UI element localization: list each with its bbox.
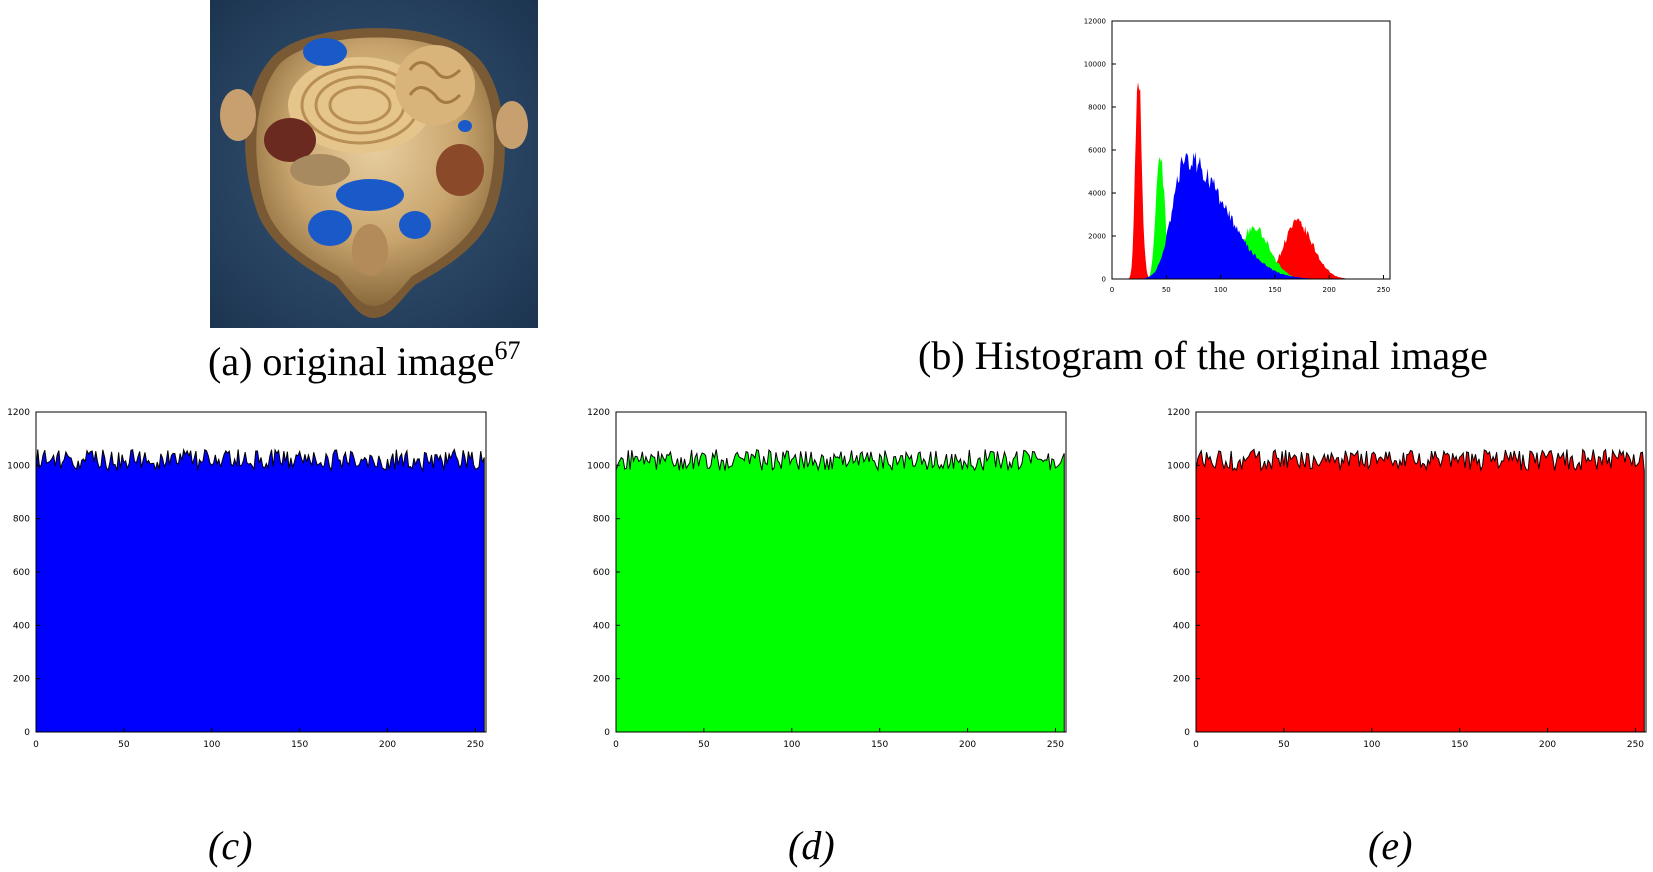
x-tick-label-c-5: 250 (467, 740, 484, 750)
y-tick-label-d-2: 400 (593, 621, 610, 631)
x-tick-label-c-3: 150 (291, 740, 308, 750)
y-tick-label-e-1: 200 (1173, 675, 1190, 685)
x-tick-label-b-4: 200 (1323, 286, 1336, 294)
x-tick-label-c-1: 50 (118, 740, 130, 750)
y-tick-label-e-0: 0 (1184, 728, 1190, 738)
y-tick-label-d-0: 0 (604, 728, 610, 738)
y-tick-label-b-4: 8000 (1088, 103, 1106, 111)
y-tick-label-d-3: 600 (593, 568, 610, 578)
x-tick-label-d-4: 200 (959, 740, 976, 750)
x-tick-label-e-3: 150 (1451, 740, 1468, 750)
x-tick-label-c-4: 200 (379, 740, 396, 750)
photo-panel (210, 0, 538, 328)
chart-c-panel: 0 50 100 150 200 250 0 200 400 600 800 1000 1200 (0, 402, 500, 782)
series-area-d-0 (615, 449, 1065, 733)
y-tick-label-b-0: 0 (1102, 275, 1106, 283)
x-tick-label-d-5: 250 (1047, 740, 1064, 750)
series-area-b-2 (1112, 151, 1389, 279)
histogram-red-chart: 0 50 100 150 200 250 0 200 400 600 800 1000 1200 (1167, 408, 1647, 750)
x-tick-label-b-1: 50 (1162, 286, 1171, 294)
y-tick-label-b-2: 4000 (1088, 189, 1106, 197)
y-tick-label-c-4: 800 (13, 515, 30, 525)
x-tick-label-e-2: 100 (1363, 740, 1380, 750)
y-tick-label-d-5: 1000 (587, 461, 610, 471)
caption-b: (b) Histogram of the original image (918, 333, 1488, 378)
x-tick-label-e-0: 0 (1193, 740, 1199, 750)
y-tick-label-b-6: 12000 (1084, 17, 1106, 25)
y-tick-label-b-1: 2000 (1088, 232, 1106, 240)
caption-d: (d) (788, 823, 835, 868)
x-tick-label-d-3: 150 (871, 740, 888, 750)
y-tick-label-c-6: 1200 (7, 408, 30, 418)
caption-a-text: (a) original image (208, 339, 495, 384)
y-tick-label-d-4: 800 (593, 515, 610, 525)
y-tick-label-d-6: 1200 (587, 408, 610, 418)
caption-a-superscript: 67 (494, 336, 521, 365)
histogram-blue-chart: 0 50 100 150 200 250 0 200 400 600 800 1000 1200 (7, 408, 487, 750)
x-tick-label-b-5: 250 (1377, 286, 1390, 294)
caption-e: (e) (1368, 823, 1413, 868)
series-area-e-0 (1195, 448, 1645, 733)
y-tick-label-e-3: 600 (1173, 568, 1190, 578)
series-area-c-0 (35, 447, 485, 733)
x-tick-label-c-0: 0 (33, 740, 39, 750)
y-tick-label-c-3: 600 (13, 568, 30, 578)
x-tick-label-d-0: 0 (613, 740, 619, 750)
x-tick-label-b-3: 150 (1268, 286, 1281, 294)
series-area-b-0 (1112, 82, 1389, 279)
x-tick-label-e-1: 50 (1278, 740, 1290, 750)
y-tick-label-c-2: 400 (13, 621, 30, 631)
x-tick-label-d-1: 50 (698, 740, 710, 750)
x-tick-label-c-2: 100 (203, 740, 220, 750)
caption-a: (a) original image67 (208, 338, 521, 385)
y-tick-label-c-0: 0 (24, 728, 30, 738)
histogram-original-chart: 0 50 100 150 200 250 0 2000 4000 6000 8000 10000 120… (1084, 17, 1391, 294)
chart-b-panel: 0 50 100 150 200 250 0 2000 4000 6000 8000 10000 120… (1072, 16, 1402, 306)
x-tick-label-b-2: 100 (1214, 286, 1227, 294)
y-tick-label-e-4: 800 (1173, 515, 1190, 525)
brain-cross-section-photo (210, 0, 538, 328)
x-tick-label-b-0: 0 (1110, 286, 1114, 294)
y-tick-label-d-1: 200 (593, 675, 610, 685)
chart-d-panel: 0 50 100 150 200 250 0 200 400 600 800 1000 1200 (580, 402, 1080, 782)
x-tick-label-d-2: 100 (783, 740, 800, 750)
caption-c: (c) (208, 823, 253, 868)
chart-e-panel: 0 50 100 150 200 250 0 200 400 600 800 1000 1200 (1160, 402, 1653, 782)
y-tick-label-e-6: 1200 (1167, 408, 1190, 418)
histogram-green-chart: 0 50 100 150 200 250 0 200 400 600 800 1000 1200 (587, 408, 1067, 750)
y-tick-label-c-5: 1000 (7, 461, 30, 471)
y-tick-label-b-3: 6000 (1088, 146, 1106, 154)
y-tick-label-e-2: 400 (1173, 621, 1190, 631)
y-tick-label-c-1: 200 (13, 675, 30, 685)
y-tick-label-e-5: 1000 (1167, 461, 1190, 471)
x-tick-label-e-4: 200 (1539, 740, 1556, 750)
x-tick-label-e-5: 250 (1627, 740, 1644, 750)
y-tick-label-b-5: 10000 (1084, 60, 1106, 68)
